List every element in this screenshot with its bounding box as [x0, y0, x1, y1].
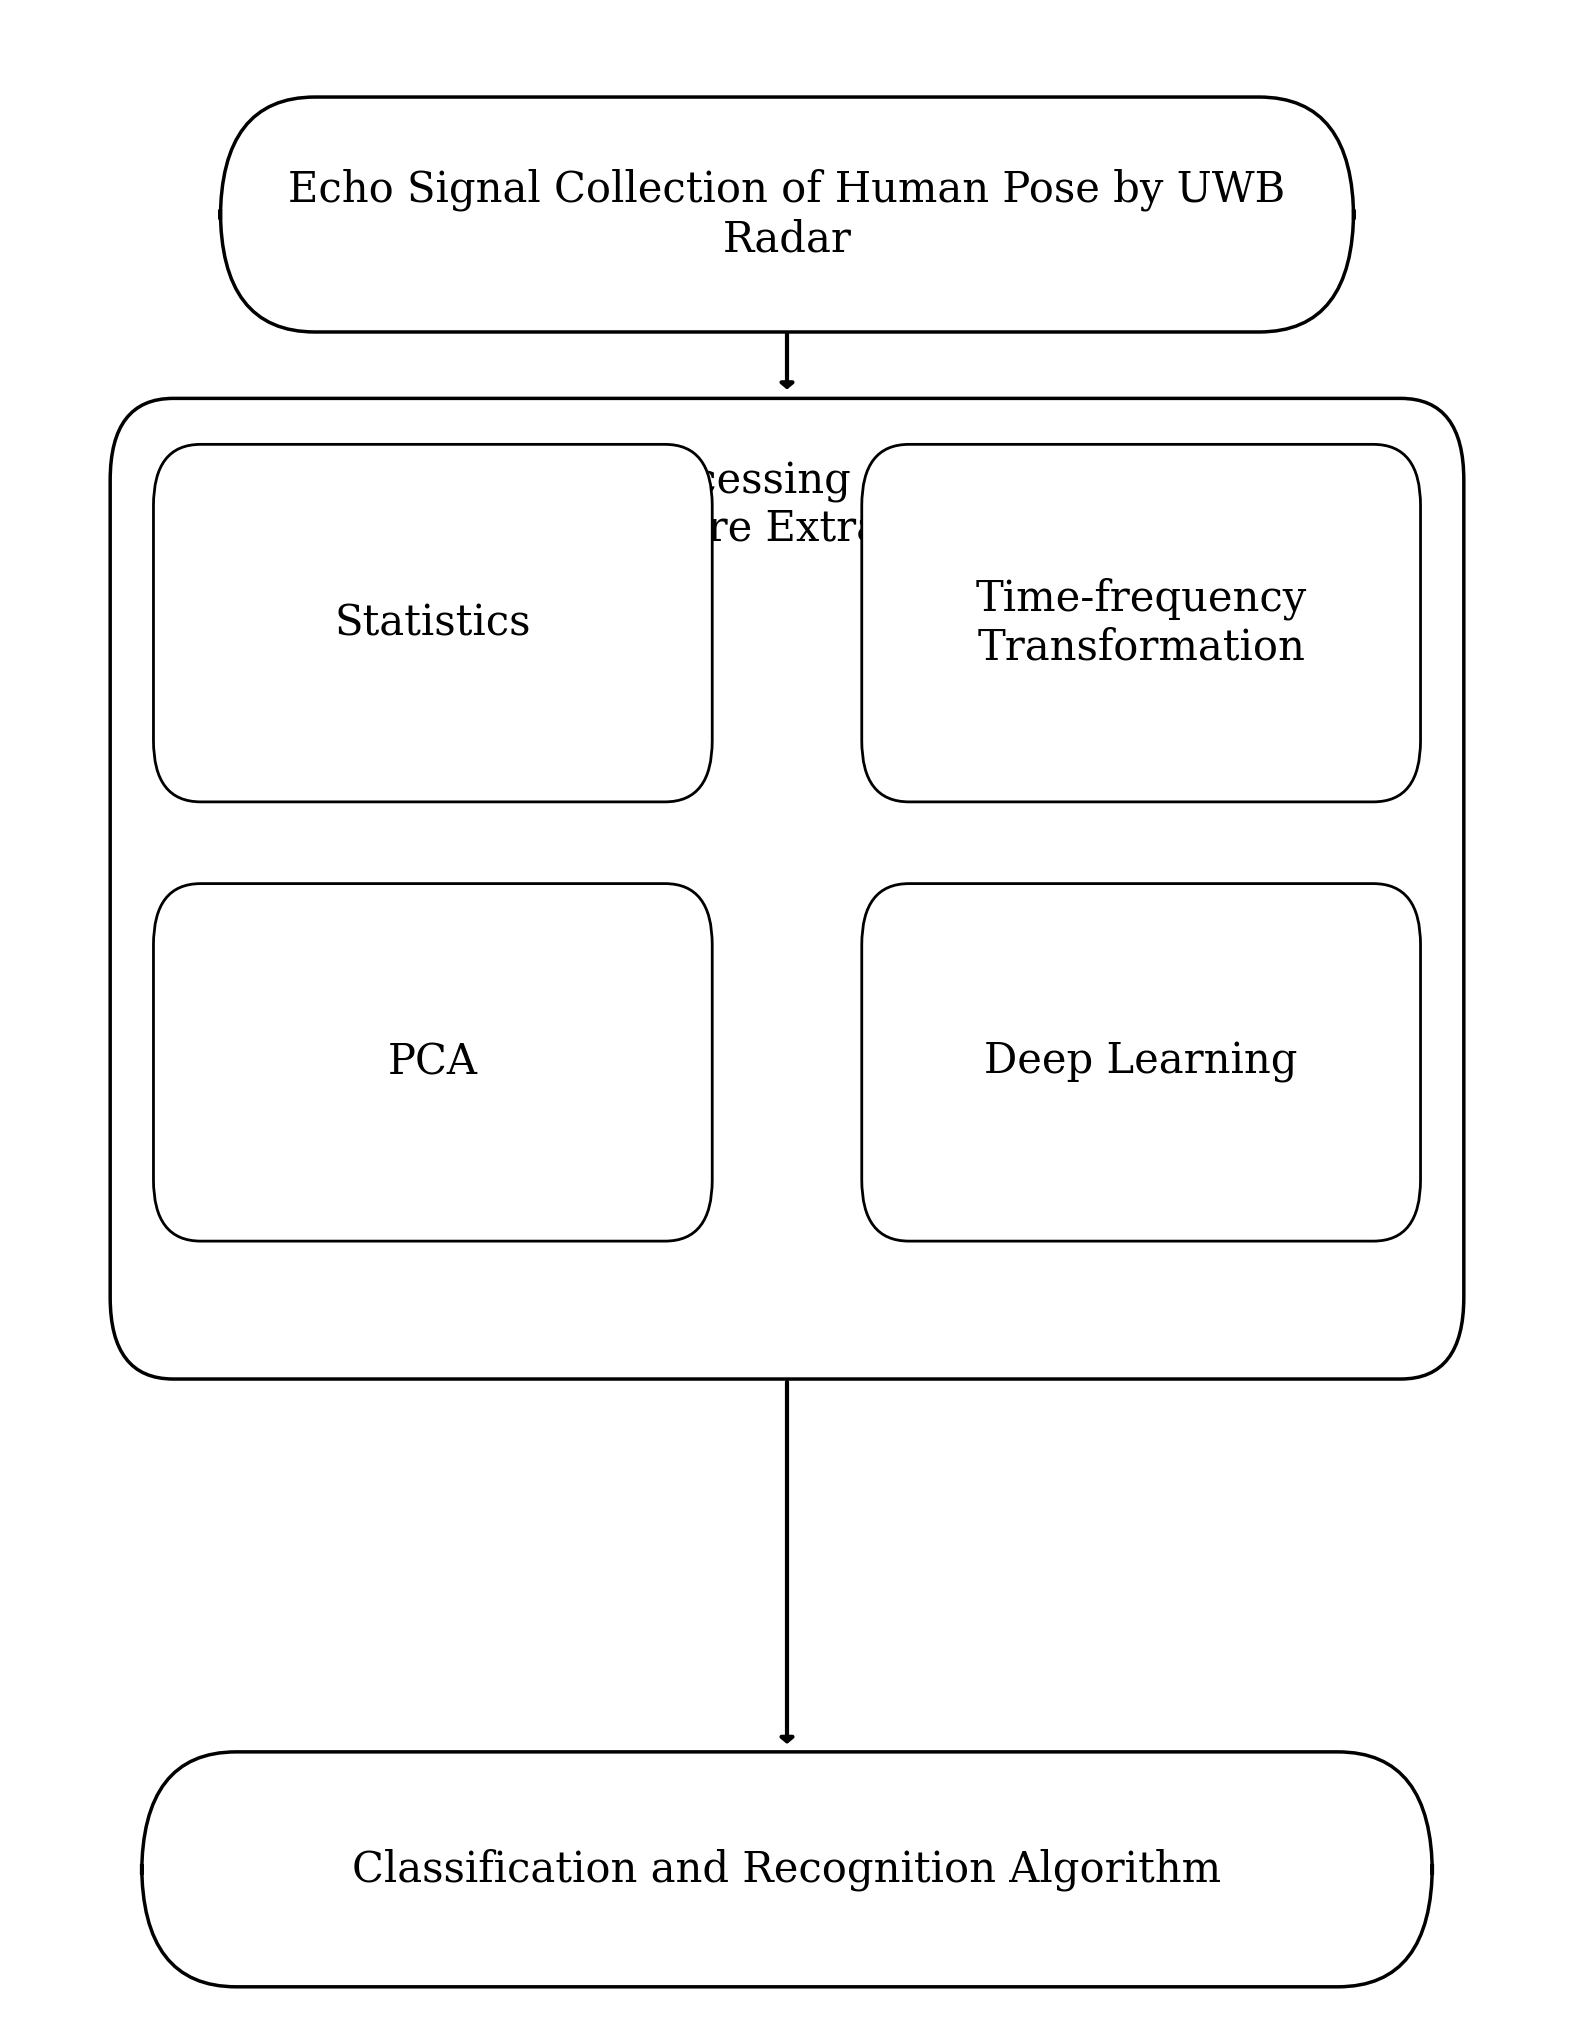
Text: Echo Signal Processing and Human Pose
Feature Extraction: Echo Signal Processing and Human Pose Fe… [354, 460, 1220, 552]
FancyBboxPatch shape [154, 885, 711, 1240]
FancyBboxPatch shape [220, 96, 1354, 331]
FancyBboxPatch shape [863, 885, 1420, 1240]
FancyBboxPatch shape [154, 443, 711, 801]
FancyBboxPatch shape [110, 398, 1464, 1379]
Text: Classification and Recognition Algorithm: Classification and Recognition Algorithm [353, 1849, 1221, 1890]
FancyBboxPatch shape [863, 443, 1420, 801]
Text: Time-frequency
Transformation: Time-frequency Transformation [976, 578, 1306, 668]
Text: Echo Signal Collection of Human Pose by UWB
Radar: Echo Signal Collection of Human Pose by … [288, 170, 1286, 259]
Text: Statistics: Statistics [335, 603, 530, 644]
Text: Deep Learning: Deep Learning [984, 1042, 1299, 1083]
FancyBboxPatch shape [142, 1751, 1432, 1986]
Text: PCA: PCA [387, 1042, 478, 1083]
